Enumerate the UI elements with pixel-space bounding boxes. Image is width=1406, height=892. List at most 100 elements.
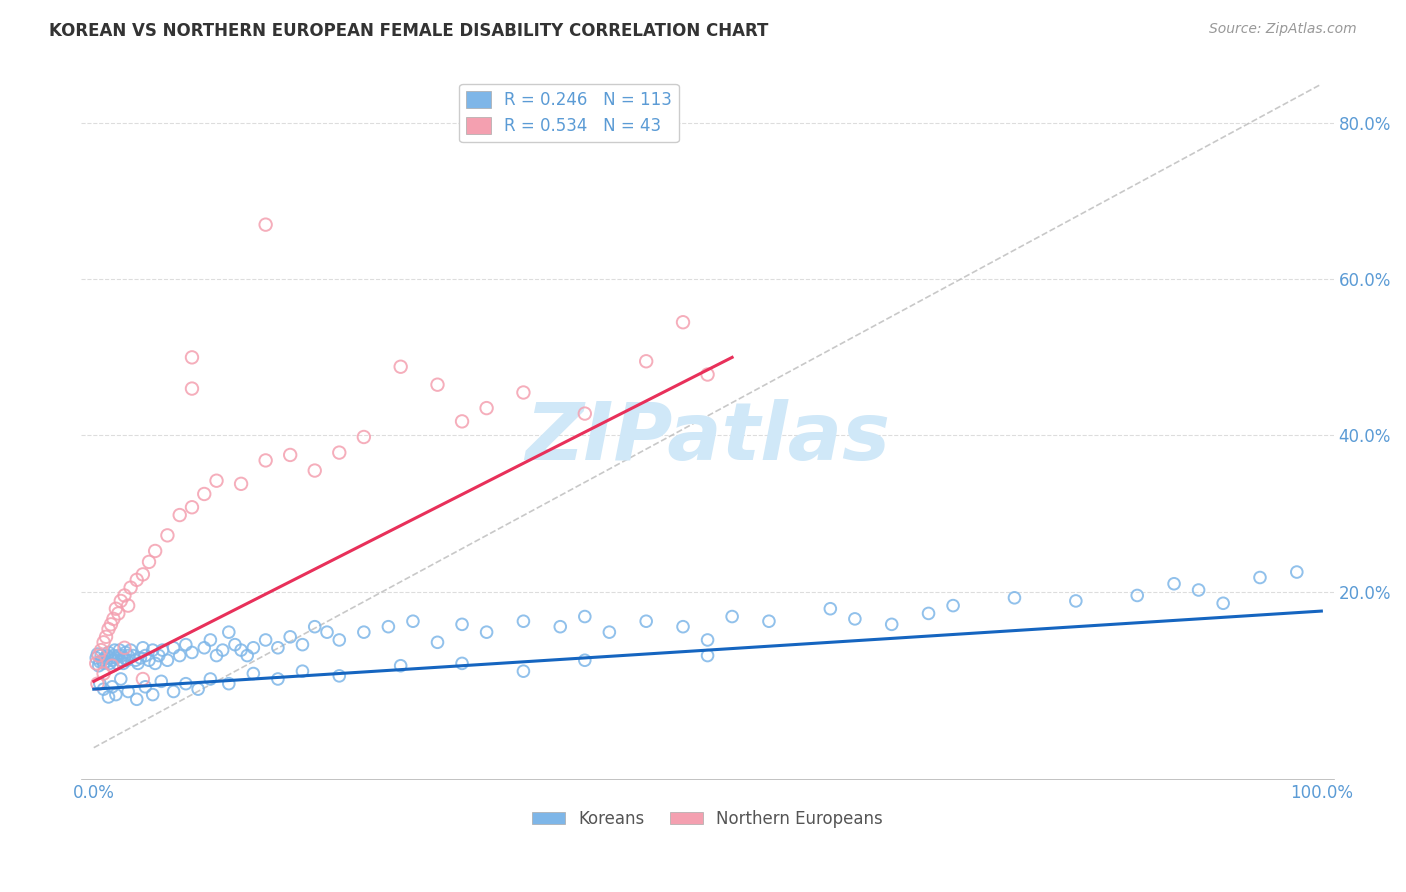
Point <box>1163 576 1185 591</box>
Point <box>1064 594 1087 608</box>
Point <box>229 476 252 491</box>
Point <box>93 666 115 681</box>
Point <box>97 645 120 659</box>
Point <box>142 688 165 702</box>
Point <box>125 573 148 587</box>
Point <box>115 653 138 667</box>
Point <box>111 648 134 663</box>
Legend: Koreans, Northern Europeans: Koreans, Northern Europeans <box>526 803 890 835</box>
Point <box>574 609 596 624</box>
Point <box>114 640 136 655</box>
Point <box>96 648 118 663</box>
Point <box>101 658 124 673</box>
Point <box>104 643 127 657</box>
Point <box>148 648 170 663</box>
Point <box>143 657 166 671</box>
Point <box>291 638 314 652</box>
Point <box>132 567 155 582</box>
Point <box>120 581 142 595</box>
Point <box>1126 589 1149 603</box>
Point <box>103 612 125 626</box>
Point <box>267 672 290 686</box>
Point <box>86 676 108 690</box>
Text: Source: ZipAtlas.com: Source: ZipAtlas.com <box>1209 22 1357 37</box>
Point <box>114 651 136 665</box>
Point <box>181 500 204 515</box>
Point <box>512 385 534 400</box>
Point <box>156 528 179 542</box>
Point <box>108 643 131 657</box>
Point <box>224 638 246 652</box>
Point <box>97 622 120 636</box>
Point <box>150 674 173 689</box>
Point <box>89 676 111 690</box>
Point <box>162 684 184 698</box>
Point <box>86 647 108 661</box>
Point <box>218 676 240 690</box>
Point <box>1212 596 1234 610</box>
Point <box>93 635 115 649</box>
Point <box>942 599 965 613</box>
Point <box>142 643 165 657</box>
Point <box>112 657 135 671</box>
Point <box>426 377 449 392</box>
Point <box>90 648 112 663</box>
Point <box>598 625 620 640</box>
Point <box>328 632 350 647</box>
Point <box>93 682 115 697</box>
Point <box>169 508 191 522</box>
Point <box>181 351 204 365</box>
Point <box>672 315 695 329</box>
Point <box>205 648 228 663</box>
Point <box>328 445 350 459</box>
Point <box>267 640 290 655</box>
Point <box>87 648 110 663</box>
Point <box>278 630 301 644</box>
Point <box>187 682 209 697</box>
Point <box>122 648 145 663</box>
Point <box>574 407 596 421</box>
Point <box>242 640 264 655</box>
Point <box>917 607 939 621</box>
Point <box>721 609 744 624</box>
Point <box>451 617 474 632</box>
Point <box>124 653 146 667</box>
Point <box>134 680 156 694</box>
Point <box>451 414 474 428</box>
Point <box>94 651 117 665</box>
Point <box>110 672 132 686</box>
Point <box>1285 565 1308 579</box>
Point <box>181 645 204 659</box>
Point <box>100 651 122 665</box>
Point <box>120 643 142 657</box>
Point <box>402 614 425 628</box>
Point <box>181 382 204 396</box>
Text: ZIPatlas: ZIPatlas <box>524 399 890 477</box>
Point <box>127 657 149 671</box>
Point <box>389 359 412 374</box>
Point <box>574 653 596 667</box>
Point <box>169 648 191 663</box>
Point <box>117 648 139 663</box>
Point <box>107 648 129 663</box>
Point <box>304 464 326 478</box>
Point <box>114 589 136 603</box>
Point <box>377 620 399 634</box>
Point <box>162 640 184 655</box>
Point <box>129 651 152 665</box>
Point <box>696 632 718 647</box>
Point <box>328 669 350 683</box>
Point <box>94 655 117 669</box>
Point <box>156 653 179 667</box>
Point <box>254 453 277 467</box>
Point <box>152 643 174 657</box>
Point <box>117 684 139 698</box>
Point <box>91 653 114 667</box>
Point <box>475 401 498 416</box>
Point <box>636 354 658 368</box>
Point <box>304 620 326 634</box>
Point <box>103 648 125 663</box>
Point <box>844 612 866 626</box>
Point <box>236 648 259 663</box>
Point <box>696 648 718 663</box>
